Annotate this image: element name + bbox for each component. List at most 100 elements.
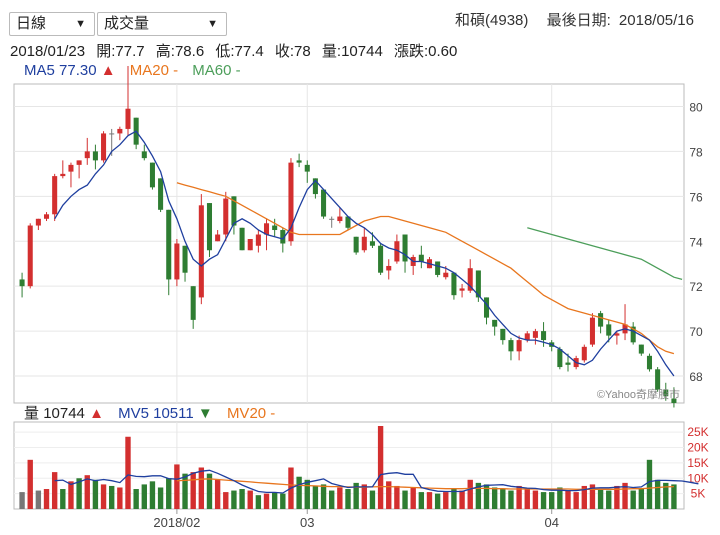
volume-bar <box>27 459 33 509</box>
volume-bar <box>622 482 628 509</box>
volume-bar <box>386 481 392 509</box>
ohlc-readout: 2018/01/23 開:77.7 高:78.6 低:77.4 收:78 量:1… <box>10 40 464 61</box>
candle-body <box>418 254 424 262</box>
volume-bar <box>296 476 302 509</box>
volume-bar <box>19 492 25 509</box>
legend-ma5: MA5 77.30 ▲ <box>24 62 120 79</box>
price-tick-label: 70 <box>689 325 703 339</box>
candle-body <box>475 270 481 298</box>
price-axis: 68 70 72 74 76 78 80 <box>689 100 703 384</box>
volume-bar <box>125 436 131 509</box>
volume-bar <box>410 487 416 509</box>
ohlc-high: 高:78.6 <box>155 43 205 60</box>
candle-body <box>76 160 82 165</box>
candle-body <box>223 198 229 235</box>
legend-ma60-label: MA60 <box>192 62 232 79</box>
candle-body <box>646 355 653 370</box>
period-select[interactable]: 日線 ▼ <box>9 12 95 36</box>
legend-volume-label: 量 <box>24 405 40 422</box>
up-arrow-icon: ▲ <box>100 62 116 79</box>
ohlc-low: 低:77.4 <box>215 43 264 60</box>
stock-header: 和碩(4938) 最後日期: 2018/05/16 <box>455 9 694 30</box>
candle-body <box>606 324 612 336</box>
volume-bar <box>394 485 400 509</box>
volume-bar <box>524 489 530 509</box>
volume-bar <box>320 484 327 509</box>
candle-body <box>524 333 530 341</box>
volume-bar <box>271 492 278 509</box>
candlesticks <box>19 66 677 408</box>
legend-mv5-label: MV5 <box>118 405 149 422</box>
volume-bar <box>304 479 310 509</box>
candle-body <box>508 340 514 352</box>
candle-body <box>598 313 604 327</box>
grid-lines <box>14 84 684 509</box>
candle-body <box>280 230 286 244</box>
volume-bar <box>589 484 596 509</box>
volume-bar <box>654 479 661 509</box>
volume-bar <box>43 489 50 509</box>
candle-body <box>500 328 506 341</box>
price-tick-label: 68 <box>689 370 703 384</box>
legend-ma5-label: MA5 <box>24 62 55 79</box>
candle-body <box>614 333 620 336</box>
volume-legend: 量 10744 ▲ MV5 10511 ▼ MV20 - <box>24 402 285 423</box>
candle-body <box>337 216 343 222</box>
legend-ma60: MA60 - <box>192 62 240 79</box>
volume-bar <box>345 489 351 509</box>
candle-body <box>198 205 204 298</box>
volume-bar <box>361 484 367 509</box>
candle-body <box>369 241 375 246</box>
stock-name: 和碩(4938) <box>455 12 529 29</box>
volume-bar <box>614 485 620 509</box>
candle-body <box>263 223 270 235</box>
candle-body <box>394 241 400 262</box>
candle-body <box>43 214 50 219</box>
candle-body <box>483 297 490 318</box>
legend-mv20-value: - <box>270 405 276 422</box>
candle-body <box>312 178 318 195</box>
volume-bar <box>638 489 645 509</box>
candle-body <box>60 173 66 177</box>
volume-bar <box>606 490 612 509</box>
volume-bar <box>35 490 42 509</box>
candle-body <box>402 234 408 262</box>
volume-bar <box>475 482 482 509</box>
volume-bar <box>377 426 384 509</box>
candle-body <box>459 288 465 291</box>
ohlc-open: 開:77.7 <box>96 43 145 60</box>
candle-body <box>182 245 188 273</box>
candle-body <box>386 265 392 271</box>
volume-bars <box>19 426 677 509</box>
volume-bar <box>646 459 653 509</box>
volume-bar <box>369 490 376 509</box>
volume-bar <box>500 489 506 509</box>
candle-body <box>117 128 123 134</box>
candle-body <box>166 209 172 280</box>
candle-body <box>272 225 278 231</box>
volume-bar <box>239 489 245 509</box>
candle-body <box>630 326 636 343</box>
candle-body <box>638 344 644 354</box>
volume-bar <box>68 481 74 509</box>
candle-body <box>378 245 384 273</box>
chevron-down-icon: ▼ <box>207 18 218 30</box>
candle-body <box>467 268 473 291</box>
candle-body <box>149 162 155 188</box>
legend-ma5-value: 77.30 <box>59 62 97 79</box>
volume-bar <box>491 487 498 509</box>
candle-body <box>231 196 237 226</box>
candle-body <box>671 398 677 403</box>
indicator-select[interactable]: 成交量 ▼ <box>97 12 227 36</box>
candle-body <box>109 133 115 135</box>
candle-body <box>27 225 33 287</box>
chevron-down-icon: ▼ <box>75 18 86 30</box>
volume-bar <box>255 495 262 509</box>
candle-body <box>516 340 522 352</box>
candle-body <box>35 218 41 226</box>
volume-bar <box>353 482 359 509</box>
volume-tick-label: 20K <box>687 441 708 455</box>
volume-bar <box>223 492 229 509</box>
volume-bar <box>516 485 522 509</box>
